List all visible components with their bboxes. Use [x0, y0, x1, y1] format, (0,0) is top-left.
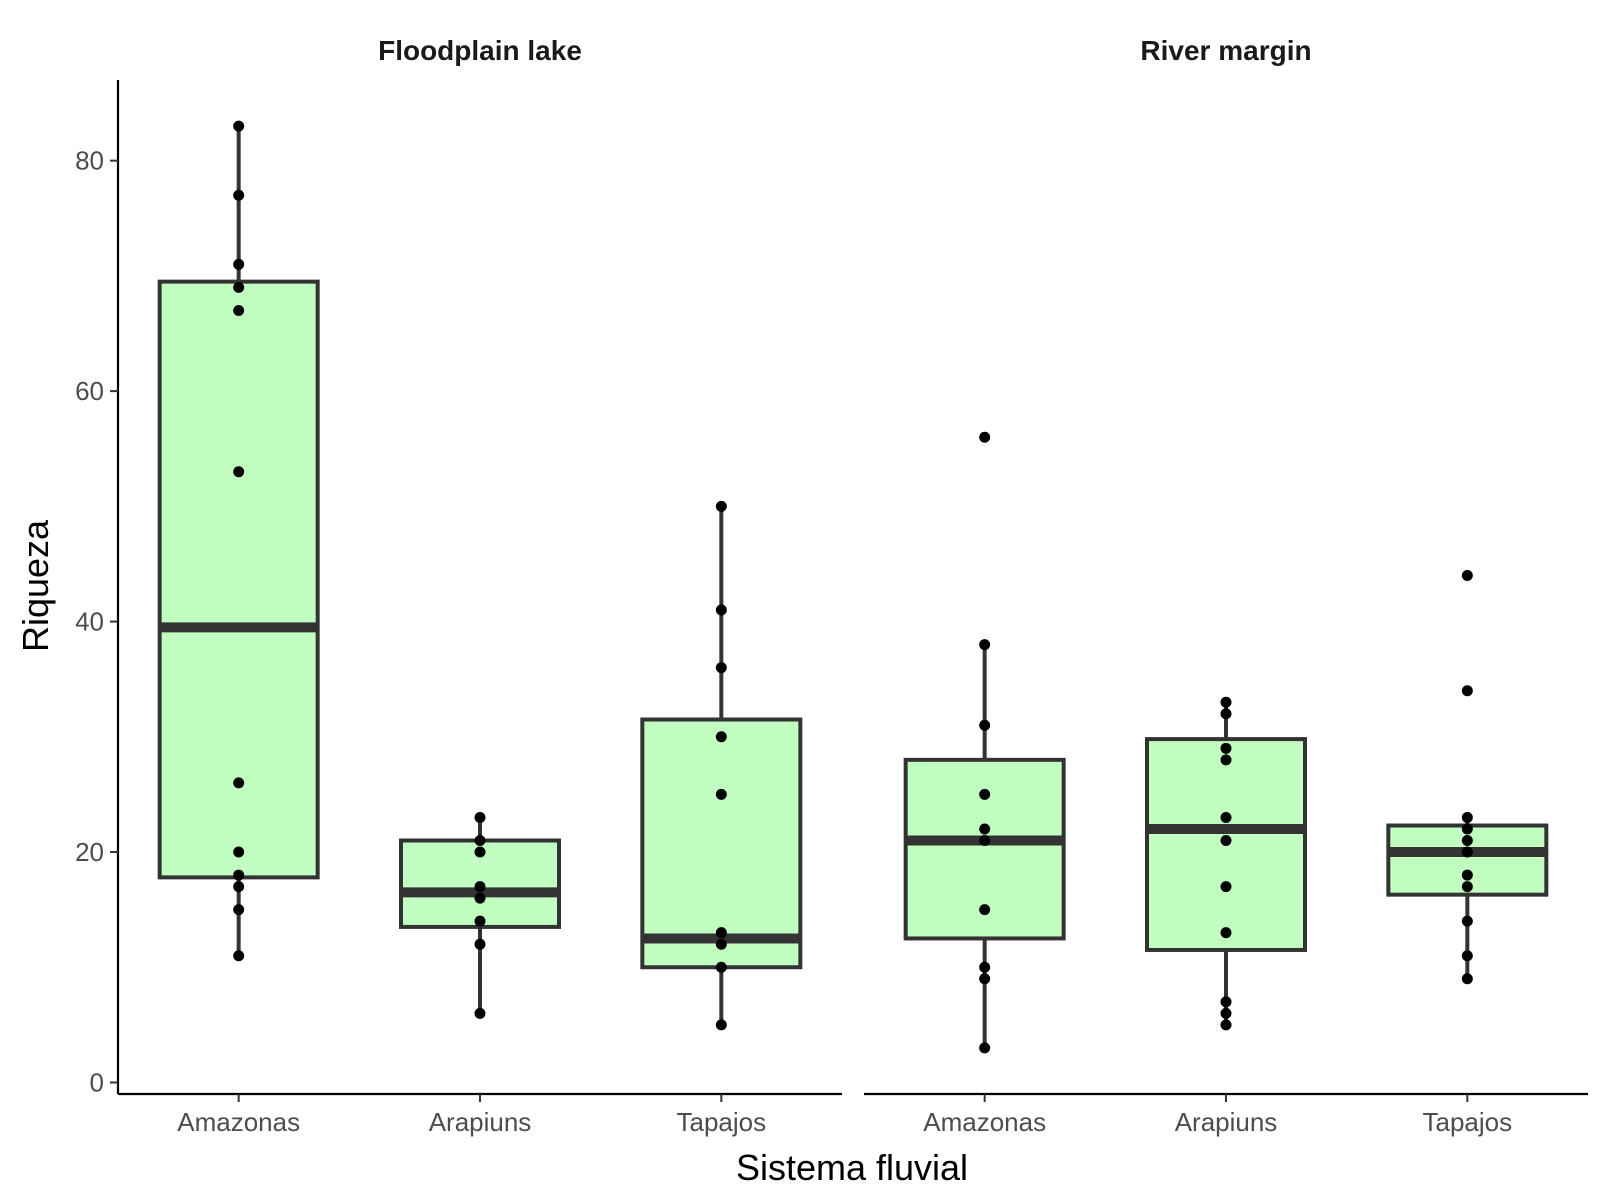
data-point: [474, 811, 486, 823]
x-axis-title: Sistema fluvial: [736, 1147, 968, 1188]
data-point: [474, 881, 486, 893]
data-point: [979, 431, 991, 443]
data-point: [233, 881, 245, 893]
data-point: [1461, 869, 1473, 881]
y-tick-label: 40: [75, 607, 104, 637]
data-point: [474, 835, 486, 846]
data-point: [233, 777, 245, 789]
data-point: [233, 281, 245, 293]
data-point: [1461, 846, 1473, 858]
facet-river-margin: River margin Amazonas Arapiuns Tapajos: [864, 35, 1588, 1137]
box: [640, 717, 803, 970]
x-tick-label: Arapiuns: [429, 1107, 532, 1137]
box-group-amazonas: Amazonas: [903, 431, 1066, 1137]
data-point: [233, 846, 245, 858]
data-point: [233, 258, 245, 270]
data-point: [1461, 915, 1473, 927]
data-point: [1461, 881, 1473, 893]
data-point: [1220, 742, 1232, 754]
data-point: [233, 120, 245, 132]
data-point: [1220, 1019, 1232, 1031]
data-point: [1461, 811, 1473, 823]
y-tick-label: 0: [90, 1067, 104, 1097]
data-point: [1220, 996, 1232, 1008]
data-point: [979, 823, 991, 835]
data-point: [715, 500, 727, 512]
data-point: [979, 961, 991, 973]
box-group-arapiuns: Arapiuns: [1145, 696, 1307, 1137]
data-point: [1461, 835, 1473, 846]
data-point: [474, 915, 486, 927]
data-point: [979, 639, 991, 651]
data-point: [979, 788, 991, 800]
box-group-amazonas: Amazonas: [157, 120, 320, 1137]
data-point: [1220, 1007, 1232, 1019]
data-point: [1220, 927, 1232, 939]
data-point: [715, 788, 727, 800]
box-group-tapajos: Tapajos: [1386, 569, 1549, 1137]
data-point: [1461, 569, 1473, 581]
data-point: [1461, 823, 1473, 835]
y-tick-label: 80: [75, 146, 104, 176]
data-point: [979, 835, 991, 846]
data-point: [233, 466, 245, 478]
data-point: [715, 938, 727, 950]
data-point: [474, 1007, 486, 1019]
data-point: [1220, 811, 1232, 823]
facets: Floodplain lake 0 20 40 60 80 Amazonas Arapiuns…: [75, 35, 1588, 1137]
data-point: [233, 189, 245, 201]
data-point: [1220, 696, 1232, 708]
x-tick-label: Tapajos: [677, 1107, 767, 1137]
x-tick-label: Amazonas: [177, 1107, 300, 1137]
x-tick-label: Amazonas: [923, 1107, 1046, 1137]
y-tick-label: 20: [75, 837, 104, 867]
data-point: [979, 904, 991, 916]
data-point: [1461, 685, 1473, 697]
y-tick-label: 60: [75, 376, 104, 406]
y-axis-title: Riqueza: [15, 519, 56, 652]
x-tick-label: Tapajos: [1423, 1107, 1513, 1137]
data-point: [474, 892, 486, 904]
data-point: [1461, 950, 1473, 962]
facet-title: River margin: [1140, 35, 1311, 66]
x-tick-label: Arapiuns: [1175, 1107, 1278, 1137]
data-point: [715, 927, 727, 939]
box-group-tapajos: Tapajos: [640, 500, 803, 1137]
data-point: [715, 604, 727, 616]
data-point: [474, 846, 486, 858]
data-point: [233, 904, 245, 916]
data-point: [979, 973, 991, 985]
data-point: [1461, 973, 1473, 985]
data-point: [1220, 835, 1232, 846]
data-point: [233, 950, 245, 962]
data-point: [715, 961, 727, 973]
data-point: [979, 719, 991, 731]
facet-title: Floodplain lake: [378, 35, 582, 66]
data-point: [715, 731, 727, 743]
facet-floodplain-lake: Floodplain lake 0 20 40 60 80 Amazonas Arapiuns…: [75, 35, 842, 1137]
data-point: [715, 662, 727, 674]
data-point: [715, 1019, 727, 1031]
data-point: [1220, 708, 1232, 720]
data-point: [979, 1042, 991, 1054]
box-group-arapiuns: Arapiuns: [399, 811, 561, 1137]
data-point: [1220, 754, 1232, 766]
data-point: [233, 304, 245, 316]
data-point: [474, 938, 486, 950]
data-point: [233, 869, 245, 881]
data-point: [1220, 881, 1232, 893]
